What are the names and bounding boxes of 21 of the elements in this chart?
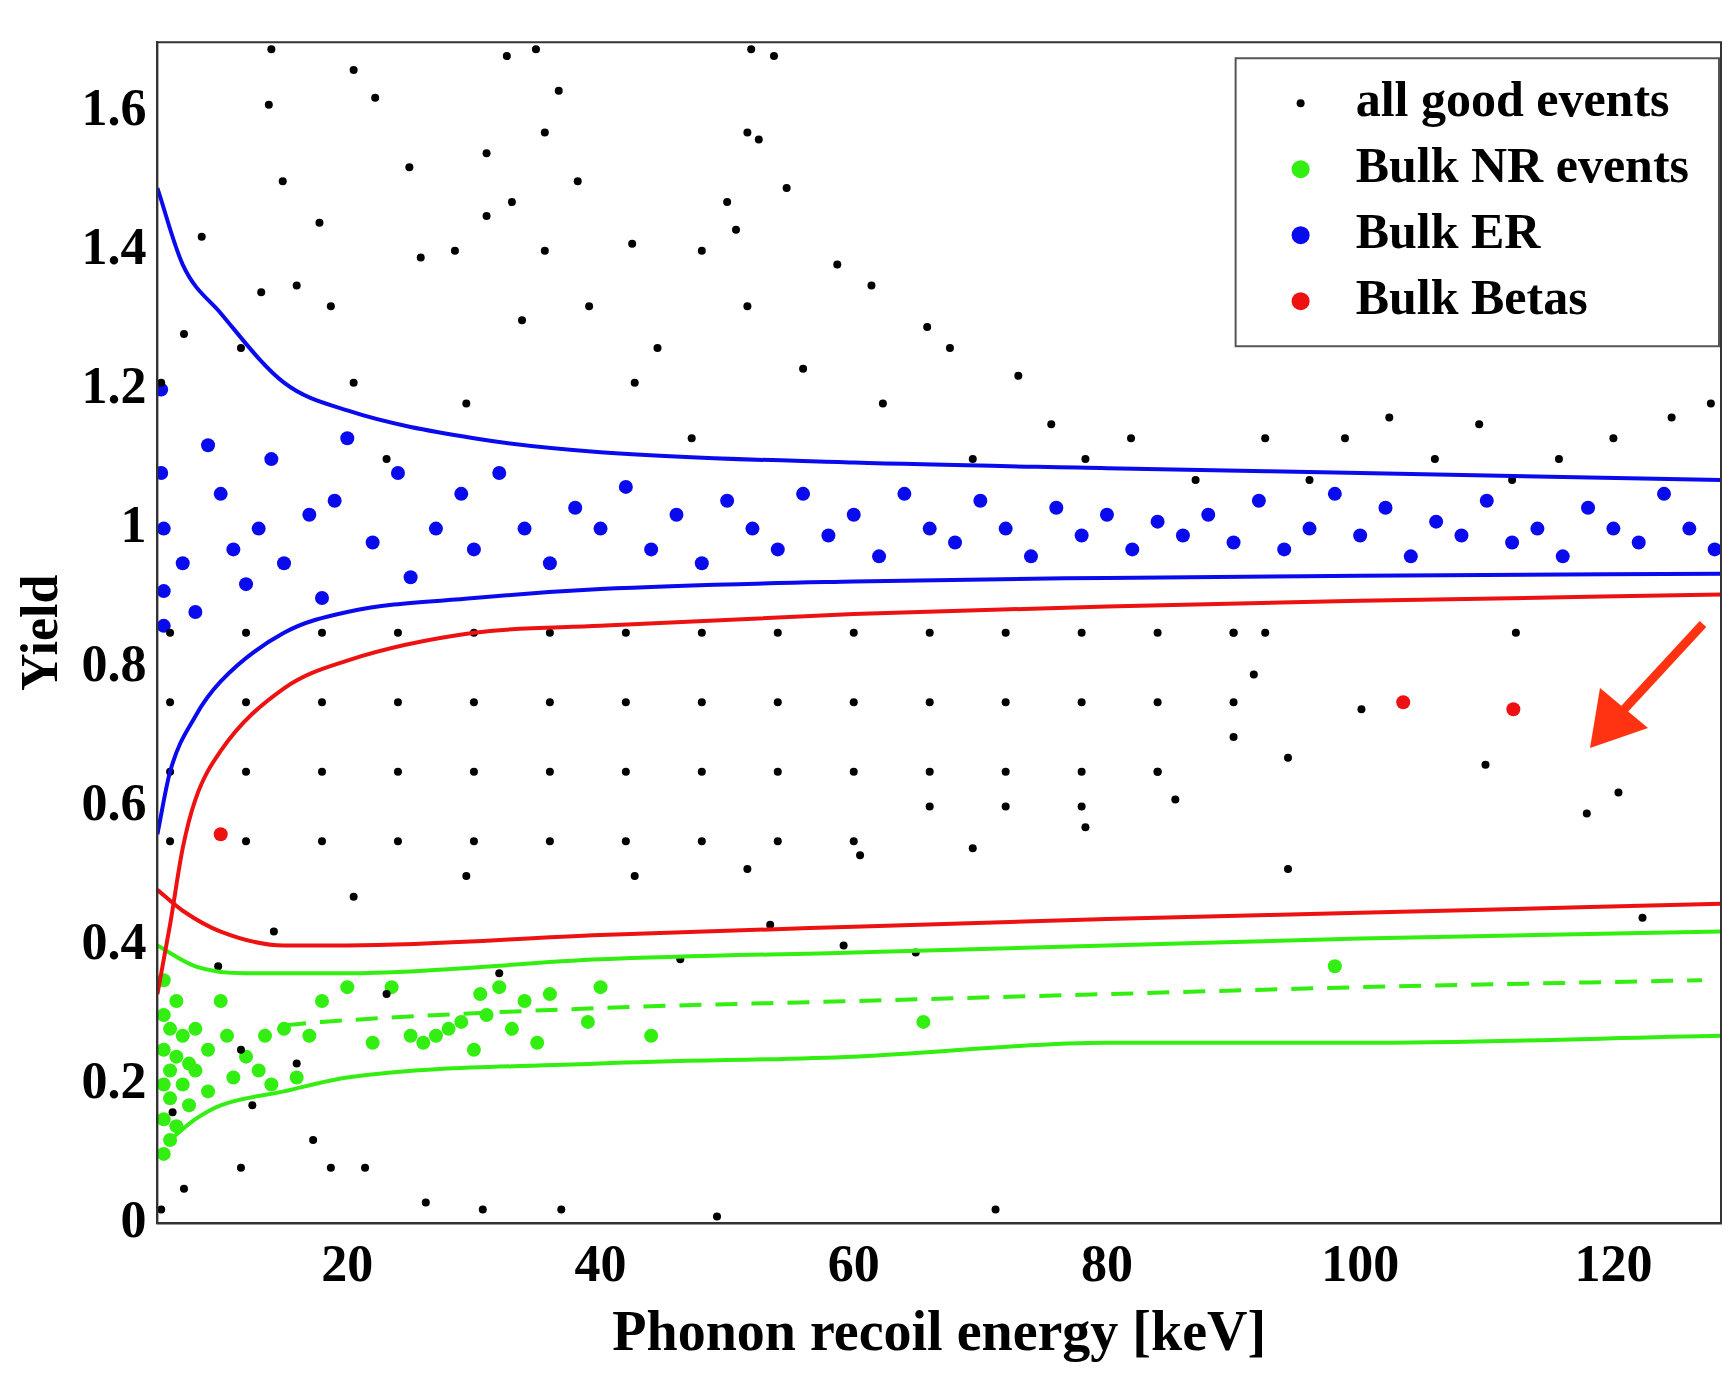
- y-axis-title: Yield: [10, 574, 68, 692]
- y-tick-label: 0.6: [81, 773, 147, 831]
- x-tick-label: 20: [321, 1235, 374, 1293]
- y-tick-label: 0.8: [81, 634, 147, 692]
- x-tick-label: 60: [827, 1235, 880, 1293]
- y-tick-label: 0.4: [81, 912, 147, 970]
- x-tick-label: 100: [1321, 1235, 1400, 1293]
- y-tick-label: 1.4: [81, 218, 147, 276]
- legend-label: Bulk Betas: [1355, 269, 1588, 326]
- y-tick-label: 0: [120, 1190, 147, 1248]
- x-axis-title: Phonon recoil energy [keV]: [612, 1299, 1267, 1362]
- x-tick-label: 120: [1574, 1235, 1653, 1293]
- x-tick-label: 40: [574, 1235, 627, 1293]
- y-tick-label: 1.2: [81, 357, 147, 415]
- y-tick-label: 0.2: [81, 1051, 147, 1109]
- legend-label: all good events: [1355, 71, 1670, 128]
- legend-label: Bulk NR events: [1355, 137, 1689, 194]
- y-tick-label: 1.6: [81, 79, 147, 137]
- x-tick-label: 80: [1080, 1235, 1133, 1293]
- y-tick-label: 1: [120, 496, 147, 554]
- legend-label: Bulk ER: [1355, 203, 1542, 260]
